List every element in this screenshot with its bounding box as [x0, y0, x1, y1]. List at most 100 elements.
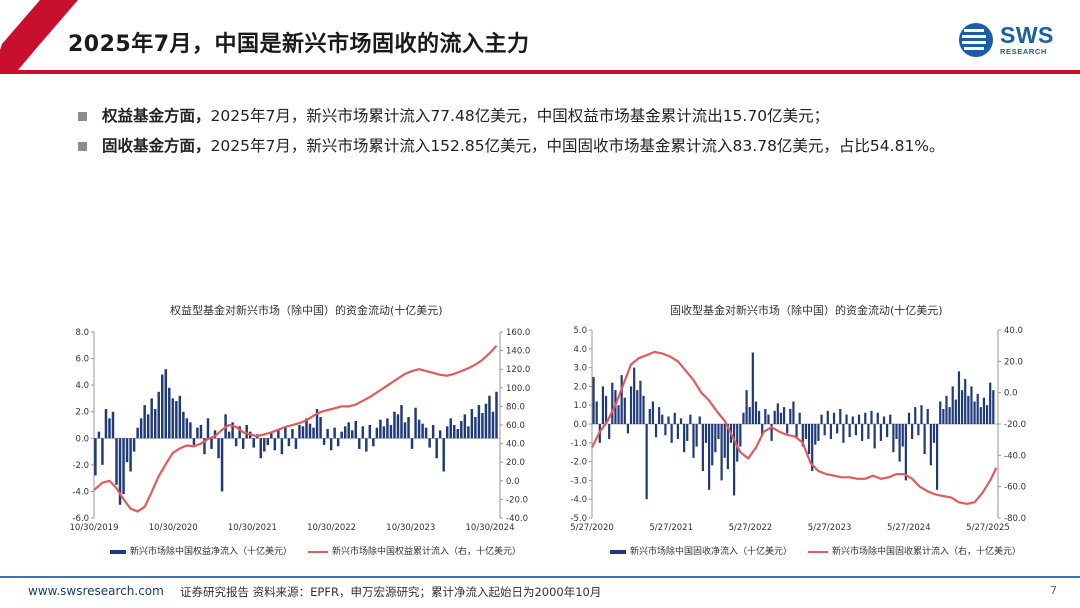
- bar: [773, 410, 776, 424]
- bar: [842, 424, 845, 443]
- bar: [767, 414, 770, 424]
- bar: [108, 418, 111, 439]
- bar: [175, 401, 178, 439]
- footer-website-link[interactable]: www.swsresearch.com: [28, 584, 164, 598]
- legend-bar-swatch: [110, 549, 126, 554]
- left-tick-label: 3.0: [573, 364, 587, 374]
- bar: [661, 414, 664, 424]
- right-tick-label: 40.0: [1004, 326, 1023, 336]
- bar: [945, 395, 948, 424]
- chart-equity-legend: 新兴市场除中国权益净流入（十亿美元） 新兴市场除中国权益累计流入（右，十亿美元）: [110, 544, 521, 557]
- bar: [101, 438, 104, 465]
- bar: [882, 416, 886, 424]
- bar: [336, 438, 340, 447]
- bar: [361, 426, 365, 439]
- bar: [720, 424, 723, 481]
- legend-fi-bar-label: 新兴市场除中国固收净流入（十亿美元）: [630, 547, 793, 557]
- bar: [742, 412, 745, 424]
- x-tick-label: 10/30/2022: [307, 523, 356, 533]
- bar: [393, 411, 396, 439]
- bar: [623, 397, 626, 424]
- right-tick-label: -20.0: [1004, 420, 1026, 430]
- bar: [168, 387, 171, 439]
- bar: [876, 412, 879, 424]
- bar: [748, 407, 751, 424]
- legend-bar-swatch: [610, 549, 626, 554]
- bar: [315, 409, 319, 439]
- bar: [252, 438, 255, 448]
- bar: [736, 424, 739, 462]
- bar: [786, 424, 789, 434]
- bar: [798, 412, 801, 424]
- bar: [234, 438, 238, 447]
- bar: [982, 397, 986, 424]
- bar: [664, 424, 667, 436]
- bar: [920, 405, 923, 424]
- bar: [895, 424, 898, 440]
- chart-equity-title: 权益型基金对新兴市场（除中国）的资金流动(十亿美元): [170, 304, 443, 317]
- bar: [386, 418, 389, 439]
- right-tick-label: 40.0: [506, 440, 525, 450]
- left-tick-label: 1.0: [573, 401, 587, 411]
- bar: [153, 409, 157, 439]
- header-band: [0, 0, 1080, 74]
- bar: [263, 438, 266, 452]
- bar: [935, 424, 939, 490]
- bar: [343, 426, 347, 439]
- bar: [645, 424, 648, 500]
- bar: [424, 427, 428, 439]
- bar: [864, 412, 867, 424]
- right-tick-label: 160.0: [506, 328, 530, 338]
- bar: [118, 438, 122, 505]
- bar: [826, 410, 829, 424]
- bar: [442, 438, 445, 472]
- bar: [438, 430, 442, 439]
- bar: [932, 424, 936, 443]
- bar: [867, 424, 870, 440]
- bar: [294, 438, 298, 449]
- logo-subtext: RESEARCH: [1000, 47, 1047, 56]
- bar: [692, 424, 695, 458]
- bar: [757, 410, 761, 424]
- bar: [456, 428, 460, 439]
- bar: [488, 395, 491, 439]
- x-tick-label: 5/27/2022: [729, 523, 773, 533]
- x-tick-label: 5/27/2024: [887, 523, 931, 533]
- bar: [238, 426, 241, 439]
- bar: [199, 425, 203, 439]
- bar: [629, 386, 633, 424]
- bar: [284, 427, 287, 439]
- bar: [111, 411, 115, 439]
- page-number: 7: [1050, 584, 1057, 597]
- chart-equity: 8.0 6.0 4.0 2.0 0.0 -2.0 -4.0 -6.0 160.0 140.0 120…: [70, 328, 531, 533]
- bar: [372, 438, 375, 447]
- bar: [171, 398, 175, 439]
- bar: [326, 428, 329, 439]
- bar: [620, 375, 623, 424]
- bullet-fixed-income-heading: 固收基金方面，: [102, 137, 211, 155]
- bar: [823, 424, 826, 436]
- left-tick-label: -1.0: [570, 439, 587, 449]
- bar: [203, 438, 206, 455]
- bar: [845, 414, 848, 424]
- right-tick-label: -60.0: [1004, 483, 1026, 493]
- bar: [914, 407, 917, 424]
- bar: [714, 424, 717, 453]
- bar: [277, 430, 280, 439]
- bar: [178, 395, 182, 439]
- bar: [136, 427, 139, 439]
- bar: [948, 407, 951, 424]
- bar: [379, 419, 382, 439]
- legend-line-swatch: [808, 550, 829, 553]
- bar: [463, 414, 467, 439]
- bar: [670, 424, 673, 443]
- bar: [192, 438, 196, 445]
- bar: [146, 414, 150, 439]
- right-tick-label: 0.0: [1004, 389, 1018, 399]
- bar: [901, 424, 904, 447]
- bar: [407, 417, 410, 439]
- bar: [898, 424, 901, 462]
- bar: [611, 382, 614, 424]
- bullet-fixed-income-text: 2025年7月，新兴市场累计流入152.85亿美元，中国固收市场基金累计流入83…: [210, 137, 945, 155]
- bar: [435, 438, 438, 459]
